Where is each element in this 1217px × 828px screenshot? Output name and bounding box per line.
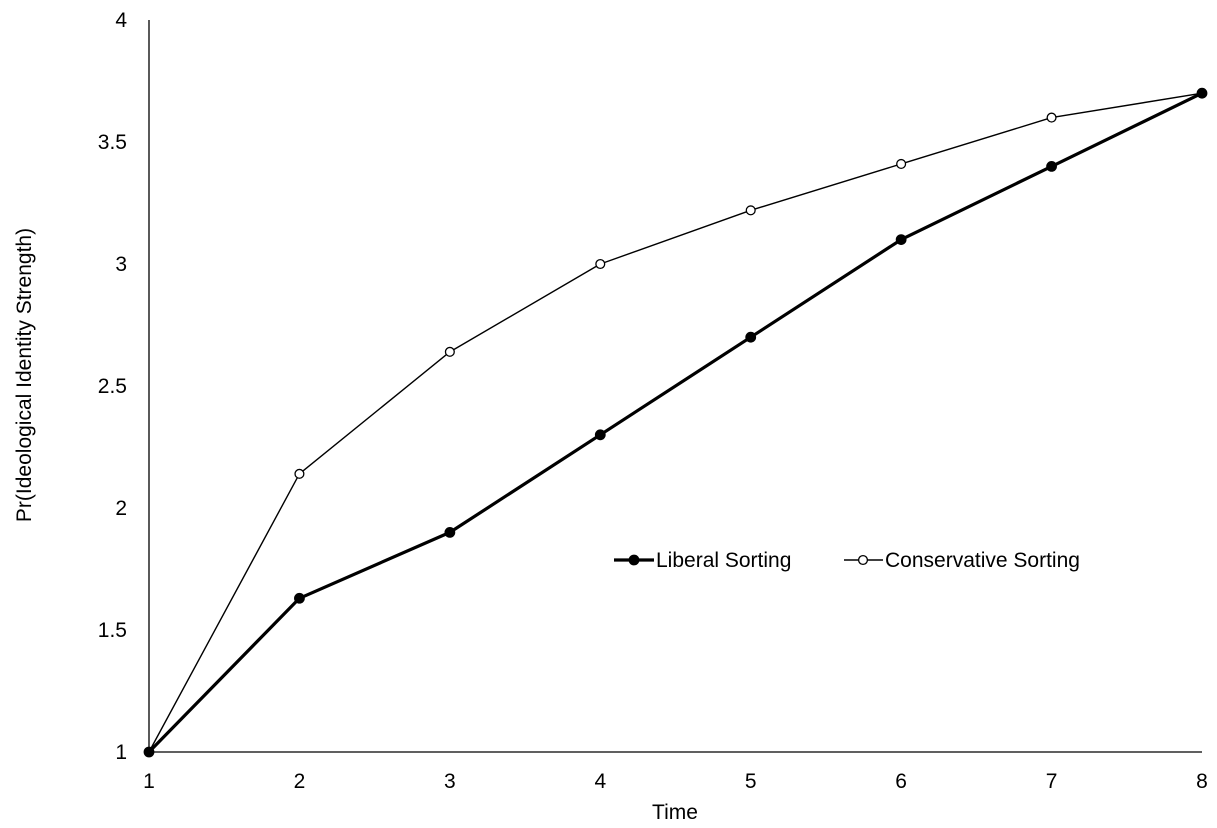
- legend-liberal-marker: [628, 554, 640, 566]
- x-tick-label: 1: [143, 770, 155, 793]
- y-tick-label: 2.5: [98, 375, 127, 398]
- legend: Liberal Sorting Conservative Sorting: [614, 549, 1080, 572]
- data-point-conservative-sorting: [745, 205, 756, 216]
- data-point-liberal-sorting: [745, 331, 757, 343]
- data-point-conservative-sorting: [294, 468, 305, 479]
- y-axis-title: Pr(Ideological Identity Strength): [13, 228, 36, 522]
- y-tick-label: 3.5: [98, 131, 127, 154]
- data-point-liberal-sorting: [594, 429, 606, 441]
- legend-conservative-marker: [857, 554, 869, 566]
- data-point-liberal-sorting: [1046, 160, 1057, 172]
- data-point-liberal-sorting: [895, 234, 907, 246]
- x-tick-label: 2: [294, 770, 306, 793]
- legend-liberal-label: Liberal Sorting: [656, 549, 791, 572]
- legend-item-liberal: Liberal Sorting: [614, 549, 791, 572]
- y-tick-label: 3: [115, 253, 127, 276]
- data-point-conservative-sorting: [444, 346, 455, 357]
- x-tick-label: 4: [594, 770, 606, 793]
- x-tick-label: 5: [745, 770, 757, 793]
- data-point-conservative-sorting: [896, 158, 907, 170]
- x-tick-label: 6: [895, 770, 907, 793]
- y-tick-label: 2: [115, 497, 127, 520]
- data-point-conservative-sorting: [1046, 112, 1057, 123]
- y-tick-labels: 1 1.5 2 2.5 3 3.5 4: [98, 9, 128, 764]
- chart-axes: [148, 20, 1202, 753]
- x-tick-label: 3: [444, 770, 456, 793]
- data-point-liberal-sorting: [143, 746, 155, 758]
- series-points: [143, 87, 1208, 758]
- data-point-liberal-sorting: [1196, 87, 1208, 99]
- series-lines: [147, 91, 1204, 754]
- legend-item-conservative: Conservative Sorting: [844, 549, 1080, 572]
- legend-conservative-label: Conservative Sorting: [885, 549, 1080, 572]
- data-point-liberal-sorting: [294, 592, 305, 604]
- data-point-conservative-sorting: [595, 258, 606, 270]
- y-tick-label: 1: [115, 741, 127, 764]
- x-tick-labels: 1 2 3 4 5 6 7 8: [143, 770, 1208, 793]
- x-axis-title: Time: [652, 801, 698, 824]
- series-line-conservative-sorting: [148, 92, 1203, 753]
- data-point-liberal-sorting: [444, 527, 456, 538]
- x-tick-label: 7: [1046, 770, 1058, 793]
- y-tick-label: 4: [115, 9, 127, 32]
- x-tick-label: 8: [1196, 770, 1208, 793]
- series-line-liberal-sorting: [147, 91, 1204, 754]
- y-tick-label: 1.5: [98, 619, 127, 642]
